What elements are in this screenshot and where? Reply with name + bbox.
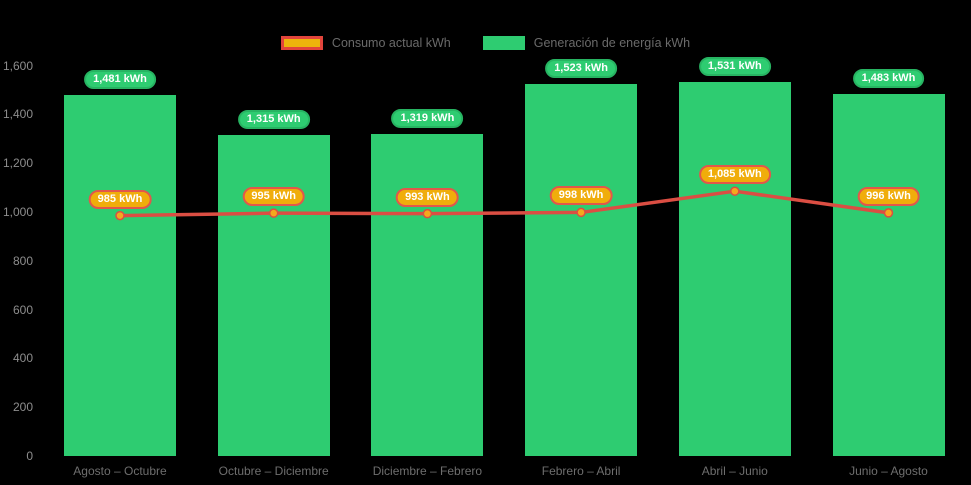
generacion-value-badge: 1,483 kWh <box>852 69 925 89</box>
consumo-actual-point[interactable] <box>730 186 740 196</box>
generacion-value-badge: 1,523 kWh <box>545 59 617 79</box>
y-axis-tick-label: 400 <box>12 351 33 366</box>
consumo-value-badge: 1,085 kWh <box>698 165 771 185</box>
consumo-actual-point[interactable] <box>883 208 894 218</box>
consumo-actual-point[interactable] <box>576 207 586 218</box>
generacion-value-badge: 1,481 kWh <box>84 69 156 89</box>
consumo-actual-swatch-icon <box>280 36 323 50</box>
legend-item-consumo-actual[interactable]: Consumo actual kWh <box>280 36 451 50</box>
generacion-energia-bar[interactable] <box>371 134 484 456</box>
legend-item-generacion-energia[interactable]: Generación de energía kWh <box>482 36 691 50</box>
y-axis-tick-label: 0 <box>26 449 33 463</box>
y-axis-tick-label: 1,600 <box>2 58 33 73</box>
generacion-energia-bar[interactable] <box>217 135 330 456</box>
legend-label-consumo-actual: Consumo actual kWh <box>331 36 451 50</box>
consumo-value-badge: 985 kWh <box>88 189 152 209</box>
x-axis-label: Febrero – Abril <box>541 464 621 478</box>
generacion-value-badge: 1,319 kWh <box>391 109 464 129</box>
consumo-value-badge: 998 kWh <box>549 186 613 206</box>
generacion-energia-bar[interactable] <box>64 94 176 456</box>
x-axis-label: Abril – Junio <box>701 464 768 478</box>
x-axis-label: Diciembre – Febrero <box>372 464 483 478</box>
generacion-energia-bar[interactable] <box>678 82 791 456</box>
y-axis-tick-label: 200 <box>12 400 33 415</box>
consumo-actual-point[interactable] <box>422 208 433 219</box>
y-axis-tick-label: 1,200 <box>2 156 33 171</box>
generacion-value-badge: 1,315 kWh <box>237 110 310 130</box>
x-axis-label: Octubre – Diciembre <box>218 464 329 478</box>
consumo-actual-point[interactable] <box>115 210 125 221</box>
legend-label-generacion-energia: Generación de energía kWh <box>533 36 691 50</box>
consumo-value-badge: 996 kWh <box>857 186 920 206</box>
chart-legend: Consumo actual kWh Generación de energía… <box>0 36 971 50</box>
y-axis-tick-label: 600 <box>12 302 33 317</box>
generacion-energia-swatch-icon <box>482 36 525 50</box>
consumo-value-badge: 995 kWh <box>242 187 306 207</box>
y-axis-tick-label: 1,400 <box>2 107 33 122</box>
generacion-energia-bar[interactable] <box>832 94 945 456</box>
consumo-actual-point[interactable] <box>268 208 279 218</box>
consumo-value-badge: 993 kWh <box>396 187 459 207</box>
generacion-energia-bar[interactable] <box>525 84 638 456</box>
y-axis-tick-label: 800 <box>12 253 33 268</box>
y-axis-tick-label: 1,000 <box>2 204 33 219</box>
x-axis-label: Junio – Agosto <box>849 464 928 478</box>
x-axis-label: Agosto – Octubre <box>73 464 167 478</box>
generacion-value-badge: 1,531 kWh <box>698 57 771 77</box>
